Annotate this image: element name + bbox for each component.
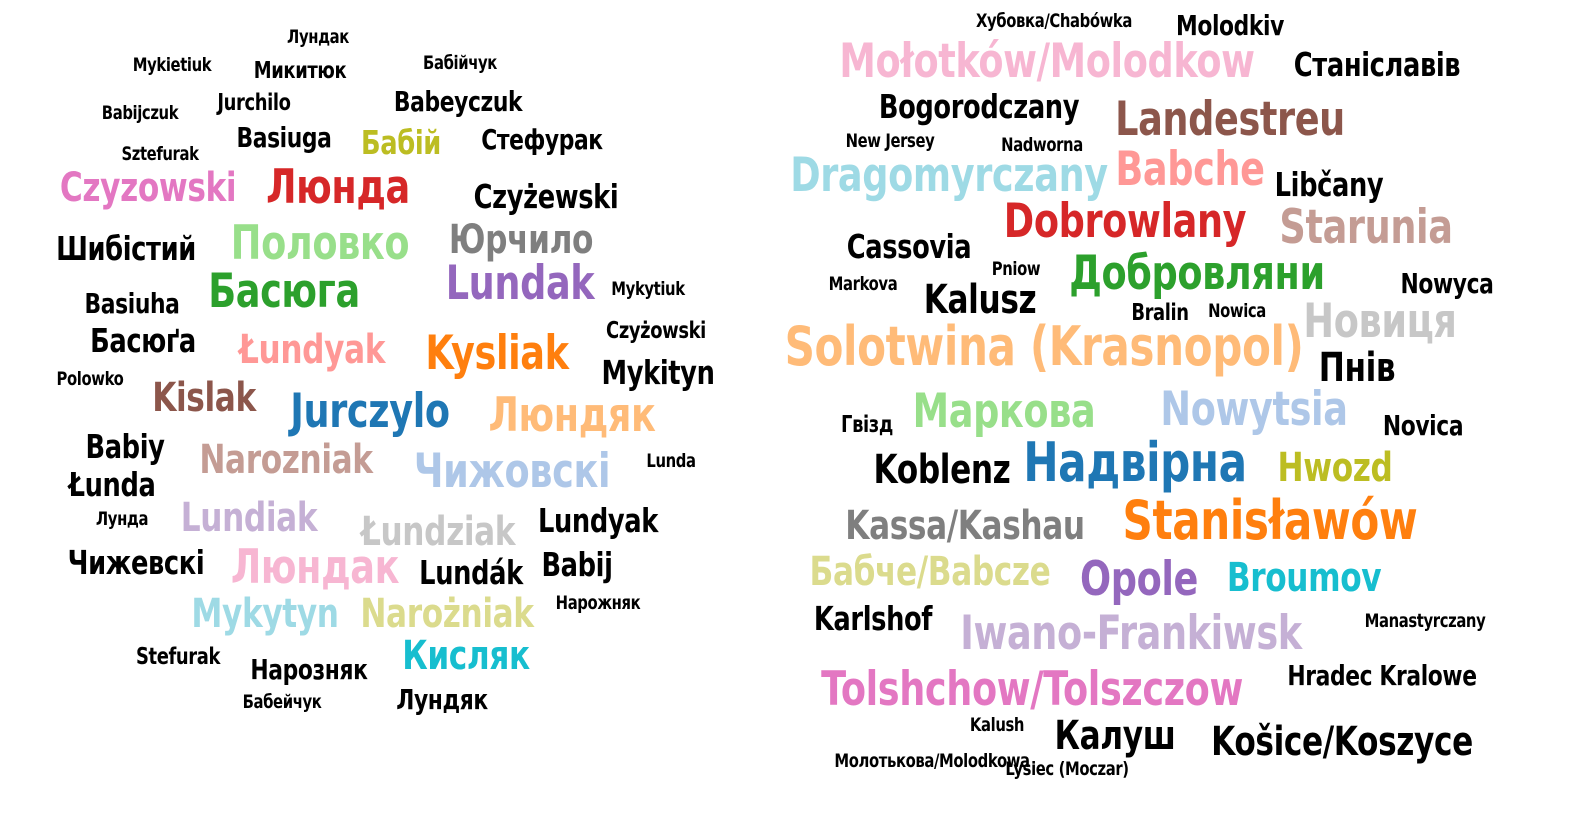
left_cloud-word: Люндак bbox=[230, 540, 400, 595]
right_cloud-word: Kalusz bbox=[923, 277, 1037, 323]
right_cloud-word: Надвірна bbox=[1023, 431, 1247, 494]
right_cloud-word: Libčany bbox=[1274, 165, 1384, 204]
left_cloud-word: Mykietiuk bbox=[132, 54, 212, 76]
right_cloud-word: Nowytsia bbox=[1160, 382, 1348, 437]
left_cloud-word: Babijczuk bbox=[101, 102, 179, 124]
left_cloud-word: Babij bbox=[541, 545, 613, 584]
right_cloud-word: Хубовка/Chabówka bbox=[976, 10, 1132, 32]
left_cloud-word: Бабій bbox=[361, 123, 441, 162]
left_cloud-word: Бабейчук bbox=[242, 691, 322, 713]
left_cloud-word: Чижовскі bbox=[413, 444, 611, 499]
right_cloud-word: Bralin bbox=[1131, 300, 1189, 326]
right_cloud-word: Новиця bbox=[1303, 294, 1457, 349]
left_cloud-word: Нарожняк bbox=[555, 592, 641, 614]
right_cloud-word: Добровляни bbox=[1069, 246, 1325, 301]
left_cloud-word: Jurczylo bbox=[290, 384, 450, 439]
right_cloud-word: Nowyca bbox=[1400, 267, 1494, 300]
right_cloud-word: Opole bbox=[1079, 552, 1199, 607]
left_cloud-word: Basiuga bbox=[236, 121, 332, 154]
place-name-word-cloud: Хубовка/Chabówka Molodkiv Mołotków/Molodko… bbox=[780, 0, 1592, 832]
left_cloud-word: Юрчило bbox=[448, 217, 594, 263]
left_cloud-word: Лундак bbox=[287, 26, 349, 48]
left_cloud-word: Łundyak bbox=[238, 327, 386, 373]
right_cloud-word: Markova bbox=[828, 273, 898, 295]
right_cloud-word: Nadworna bbox=[1001, 134, 1083, 156]
right_cloud-word: Lysiec (Moczar) bbox=[1005, 758, 1129, 780]
left_cloud-word: Mykytyn bbox=[191, 591, 339, 637]
right_cloud-word: Kassa/Kashau bbox=[845, 503, 1085, 549]
left_cloud-word: Lundiak bbox=[180, 495, 318, 541]
left_cloud-word: Czyżowski bbox=[606, 318, 706, 344]
right_cloud-word: Stanisławów bbox=[1122, 489, 1418, 552]
left_cloud-word: Lundak bbox=[445, 256, 595, 311]
right_cloud-word: Cassovia bbox=[846, 227, 972, 266]
right_cloud-word: Пнів bbox=[1318, 345, 1396, 391]
right_cloud-word: Iwano-Frankiwsk bbox=[960, 606, 1302, 661]
left_cloud-word: Чижевскі bbox=[67, 543, 205, 582]
right_cloud-word: Landestreu bbox=[1115, 92, 1345, 147]
left_cloud-word: Lundák bbox=[419, 553, 523, 592]
right_cloud-word: Pniow bbox=[991, 258, 1041, 280]
left_cloud-word: Narozniak bbox=[199, 437, 373, 483]
right_cloud-word: Nowica bbox=[1208, 300, 1266, 322]
right_cloud-word: Hwozd bbox=[1277, 445, 1393, 491]
left_cloud-word: Лундяк bbox=[396, 683, 488, 716]
right_cloud-word: Kalush bbox=[969, 714, 1025, 736]
right_cloud-word: Tolshchow/Tolszczow bbox=[821, 662, 1243, 717]
left_cloud-word: Lundyak bbox=[537, 501, 659, 540]
right_cloud-word: Manastyrczany bbox=[1364, 610, 1486, 632]
left_cloud-word: Basiuha bbox=[84, 287, 180, 320]
left_cloud-word: Stefurak bbox=[135, 644, 221, 670]
right_cloud-word: Bogorodczany bbox=[878, 87, 1080, 126]
left_cloud-word: Бабійчук bbox=[423, 52, 497, 74]
right_cloud-word: Koblenz bbox=[873, 447, 1011, 493]
right_cloud-word: Solotwina (Krasnopol) bbox=[784, 315, 1304, 378]
left_cloud-word: Шибістий bbox=[56, 229, 196, 268]
right_cloud-word: Маркова bbox=[912, 384, 1096, 439]
right_cloud-word: New Jersey bbox=[845, 130, 935, 152]
left_cloud-word: Люндяк bbox=[488, 388, 656, 443]
left_cloud-word: Polowko bbox=[56, 368, 124, 390]
left_cloud-word: Kislak bbox=[152, 375, 256, 421]
left_cloud-word: Лунда bbox=[95, 508, 149, 530]
right_cloud-word: Молотькова/Molodkowa bbox=[834, 750, 1030, 772]
left_cloud-word: Kysliak bbox=[425, 326, 569, 381]
left_cloud-word: Narożniak bbox=[360, 591, 534, 637]
left_cloud-word: Łundziak bbox=[360, 509, 516, 555]
right_cloud-word: Калуш bbox=[1054, 713, 1176, 759]
left_cloud-word: Mykityn bbox=[601, 353, 715, 392]
left_cloud-word: Нарозняк bbox=[250, 653, 368, 686]
right_cloud-word: Karlshof bbox=[813, 599, 933, 638]
left_cloud-word: Mykytiuk bbox=[611, 278, 685, 300]
right_cloud-word: Košice/Koszyce bbox=[1211, 719, 1473, 765]
right_cloud-word: Babche bbox=[1115, 142, 1265, 197]
left_cloud-word: Половко bbox=[230, 216, 410, 271]
right_cloud-word: Dragomyrczany bbox=[790, 148, 1108, 203]
left_cloud-word: Czyżewski bbox=[473, 177, 619, 216]
right_cloud-word: Starunia bbox=[1279, 200, 1453, 255]
left_cloud-word: Jurchilo bbox=[217, 90, 291, 116]
right_cloud-word: Molodkiv bbox=[1176, 9, 1284, 42]
left_cloud-word: Басюга bbox=[208, 264, 360, 319]
left_cloud-word: Люнда bbox=[266, 160, 410, 215]
surname-word-cloud: Лундак Mykietiuk Микитюк Бабійчук Babijczuk J… bbox=[0, 0, 760, 832]
right_cloud-word: Novica bbox=[1382, 409, 1464, 442]
right_cloud-word: Dobrowlany bbox=[1003, 194, 1247, 249]
left_cloud-word: Sztefurak bbox=[121, 143, 199, 165]
right_cloud-word: Mołotków/Molodkow bbox=[839, 34, 1255, 89]
right_cloud-word: Станіславів bbox=[1293, 45, 1461, 84]
right_cloud-word: Бабче/Babcze bbox=[809, 549, 1051, 595]
left_cloud-word: Łunda bbox=[68, 465, 156, 504]
left_cloud-word: Babeyczuk bbox=[393, 85, 523, 118]
right_cloud-word: Hradec Kralowe bbox=[1287, 659, 1477, 692]
left_cloud-word: Czyzowski bbox=[59, 165, 237, 211]
left_cloud-word: Микитюк bbox=[253, 58, 347, 84]
left_cloud-word: Кисляк bbox=[402, 633, 530, 679]
left_cloud-word: Басюґа bbox=[90, 321, 196, 360]
left_cloud-word: Lunda bbox=[646, 450, 696, 472]
right_cloud-word: Гвізд bbox=[841, 412, 893, 438]
left_cloud-word: Стефурак bbox=[481, 123, 603, 156]
left_cloud-word: Babiy bbox=[85, 427, 165, 466]
right_cloud-word: Broumov bbox=[1226, 555, 1382, 601]
